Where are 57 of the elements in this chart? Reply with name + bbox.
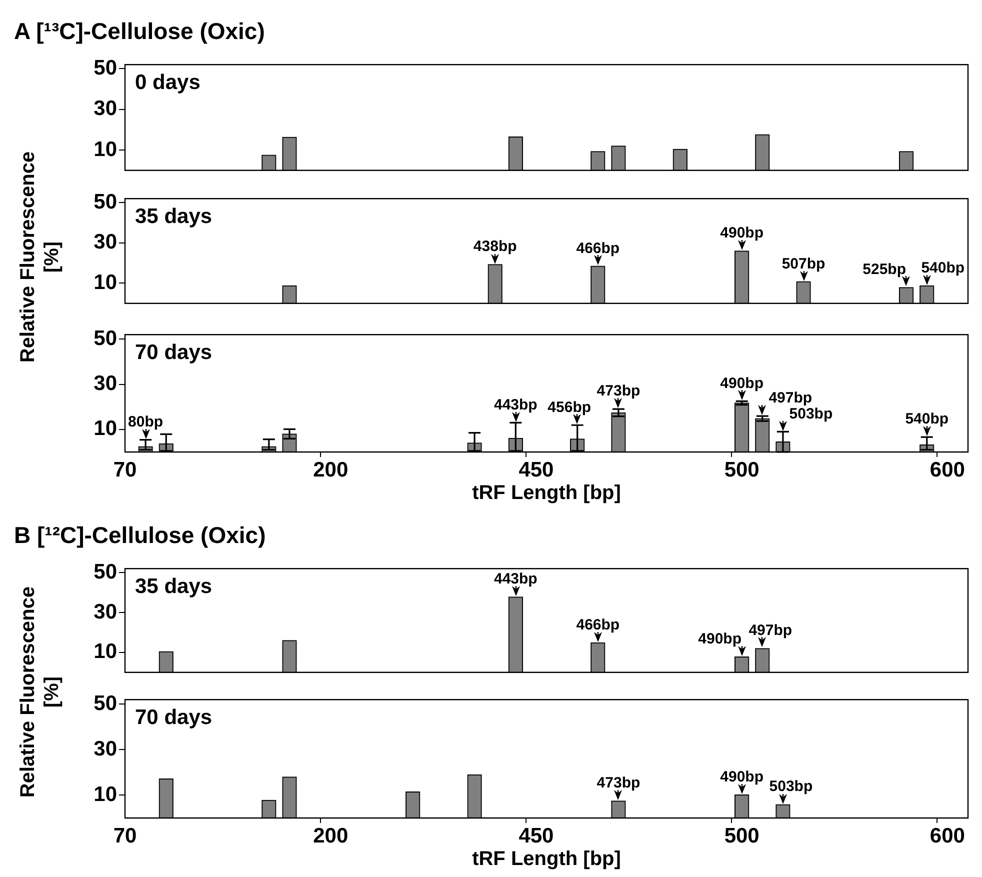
series-label: 490bp [720,768,764,786]
y-tick-label: 30 [94,230,117,254]
x-tick-label: 70 [113,458,137,482]
y-axis-title: Relative Fluorescence [%] [16,585,64,800]
x-axis-title: tRF Length [bp] [471,848,622,871]
series-label: 443bp [494,570,538,588]
chart-title: B [¹²C]-Cellulose (Oxic) [14,522,266,549]
y-tick-label: 30 [94,600,117,624]
series-label: 466bp [576,616,620,634]
chart-subtitle: 35 days [135,204,212,228]
series-label: 456bp [548,398,592,416]
chart-subtitle: 35 days [135,574,212,598]
series-label: 80bp [128,413,164,430]
y-tick-label: 50 [94,326,117,350]
x-tick-label: 600 [930,458,965,482]
series-label: 497bp [768,390,812,407]
y-tick-label: 30 [94,372,117,396]
series-label: 525bp [862,261,906,278]
series-label: 466bp [576,240,620,257]
chart-subtitle: 0 days [135,70,200,94]
y-tick-label: 50 [94,692,117,715]
y-tick-label: 10 [94,640,117,664]
x-tick-label: 500 [724,458,760,482]
x-tick-label: 200 [313,458,348,482]
x-tick-label: 200 [313,824,348,848]
series-label: 507bp [782,255,826,272]
y-tick-label: 10 [94,138,117,161]
series-label: 473bp [596,382,640,400]
series-label: 503bp [769,778,813,796]
y-tick-label: 10 [94,417,117,440]
x-tick-label: 450 [518,824,554,848]
series-label: 503bp [789,405,833,422]
chart-subtitle: 70 days [135,340,212,364]
x-tick-label: 500 [724,824,760,848]
series-label: 490bp [720,224,764,242]
series-label: 490bp [720,374,764,392]
series-label: 490bp [698,630,742,648]
chart-title: A [¹³C]-Cellulose (Oxic) [14,18,265,45]
x-tick-label: 600 [930,824,965,848]
x-tick-label: 70 [113,824,137,848]
y-tick-label: 10 [94,783,117,806]
x-axis-title: tRF Length [bp] [471,482,622,505]
y-tick-label: 30 [94,737,117,760]
y-tick-label: 50 [94,56,117,80]
series-label: 443bp [494,396,538,414]
series-label: 473bp [596,774,640,792]
chart-subtitle: 70 days [135,706,212,729]
x-tick-label: 450 [518,458,554,482]
series-label: 497bp [748,622,792,640]
series-label: 540bp [905,410,949,428]
y-tick-label: 50 [94,190,117,214]
y-tick-label: 30 [94,97,117,120]
series-label: 438bp [473,238,517,256]
y-tick-label: 50 [94,560,117,584]
y-axis-title: Relative Fluorescence [%] [16,150,64,365]
y-tick-label: 10 [94,271,117,294]
series-label: 540bp [921,259,965,276]
